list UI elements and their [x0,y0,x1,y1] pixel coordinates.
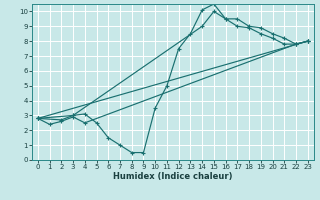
X-axis label: Humidex (Indice chaleur): Humidex (Indice chaleur) [113,172,233,181]
